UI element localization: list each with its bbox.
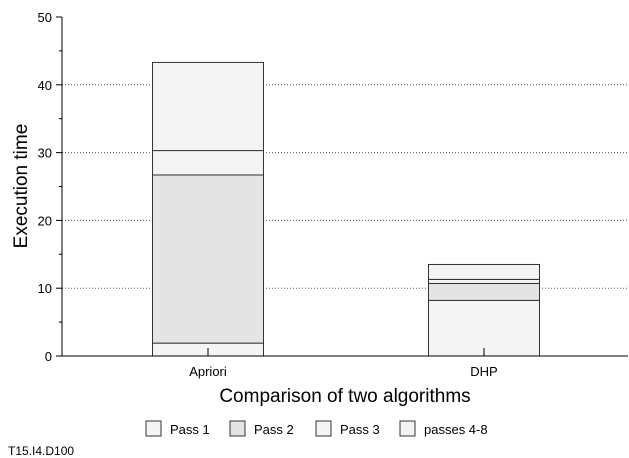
y-tick-label: 30 [38, 146, 52, 161]
axes [61, 17, 628, 357]
bars [152, 61, 540, 357]
legend-swatch [315, 420, 332, 437]
x-tick-label: Apriori [189, 364, 227, 379]
legend-label: Pass 3 [340, 422, 380, 437]
legend-label: passes 4-8 [424, 422, 488, 437]
legend-label: Pass 1 [170, 422, 210, 437]
y-tick-label: 0 [45, 349, 52, 364]
y-tick-label: 10 [38, 281, 52, 296]
legend-swatch [229, 420, 246, 437]
footer-note: T15.I4.D100 [8, 444, 74, 458]
legend: Pass 1 Pass 2 Pass 3 passes 4-8 [145, 420, 488, 437]
bar-segment [428, 282, 540, 301]
x-ticks: Apriori DHP [189, 348, 498, 379]
bar-segment [428, 299, 540, 357]
gridlines [62, 84, 628, 289]
y-axis-title: Execution time [11, 124, 32, 249]
legend-swatch [399, 420, 416, 437]
legend-swatch [145, 420, 162, 437]
x-axis-title: Comparison of two algorithms [219, 386, 470, 407]
bar-segment [152, 174, 264, 344]
legend-label: Pass 2 [254, 422, 294, 437]
y-ticks: 0 10 20 30 40 50 [38, 10, 62, 364]
bar-segment [152, 61, 264, 152]
x-tick-label: DHP [470, 364, 497, 379]
bar-segment [152, 150, 264, 176]
y-tick-label: 40 [38, 78, 52, 93]
bar-segment [428, 263, 540, 280]
y-tick-label: 50 [38, 10, 52, 25]
y-tick-label: 20 [38, 213, 52, 228]
bar-segment [428, 278, 540, 284]
